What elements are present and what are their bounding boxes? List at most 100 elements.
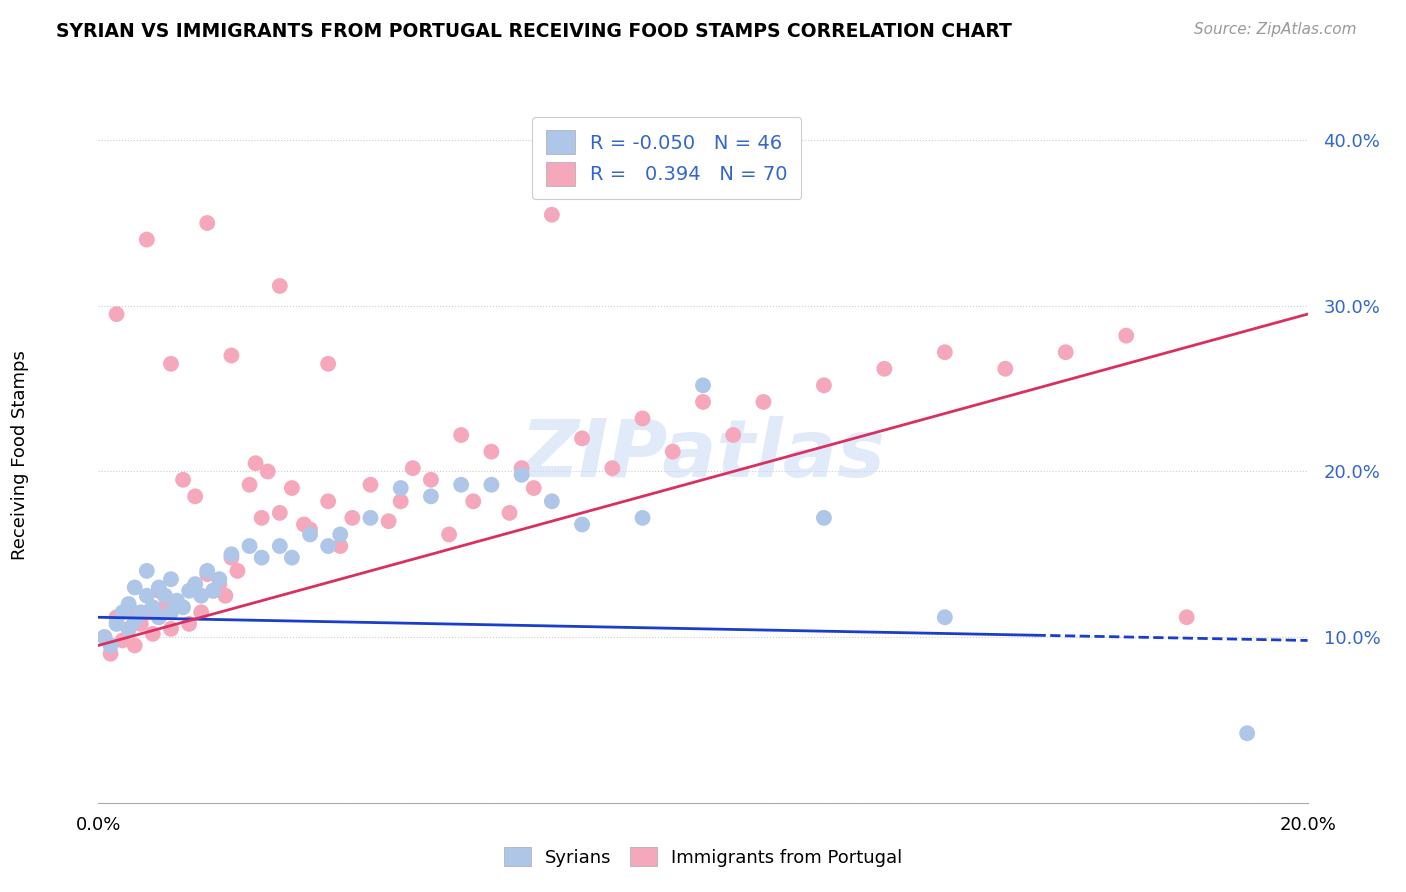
Point [184,489,207,503]
Point [281,481,304,495]
Text: SYRIAN VS IMMIGRANTS FROM PORTUGAL RECEIVING FOOD STAMPS CORRELATION CHART: SYRIAN VS IMMIGRANTS FROM PORTUGAL RECEI… [56,22,1012,41]
Point [142,627,165,641]
Point [299,523,322,537]
Point [111,605,134,619]
Point [129,605,152,619]
Point [135,564,157,578]
Point [1175,610,1198,624]
Point [692,378,714,392]
Point [105,616,128,631]
Point [190,605,212,619]
Point [135,233,157,247]
Point [934,610,956,624]
Point [184,577,207,591]
Point [124,639,146,653]
Point [124,614,146,628]
Point [510,461,533,475]
Point [342,511,364,525]
Point [571,431,593,445]
Point [256,465,278,479]
Point [813,378,835,392]
Point [153,600,176,615]
Point [160,572,183,586]
Point [160,605,183,619]
Point [360,477,382,491]
Point [221,349,243,363]
Point [329,527,352,541]
Point [721,428,744,442]
Point [148,583,170,598]
Point [389,481,412,495]
Point [481,444,503,458]
Y-axis label: Receiving Food Stamps: Receiving Food Stamps [11,350,30,560]
Point [195,564,218,578]
Point [316,494,339,508]
Point [389,494,412,508]
Point [316,357,339,371]
Point [142,600,165,615]
Point [250,511,273,525]
Point [360,511,382,525]
Legend: R = -0.050   N = 46, R =   0.394   N = 70: R = -0.050 N = 46, R = 0.394 N = 70 [531,117,801,199]
Point [692,395,714,409]
Point [160,357,183,371]
Point [195,567,218,582]
Point [105,307,128,321]
Point [153,589,176,603]
Point [402,461,425,475]
Point [93,630,115,644]
Point [93,630,115,644]
Point [377,514,399,528]
Point [100,639,122,653]
Point [934,345,956,359]
Point [166,593,188,607]
Point [135,589,157,603]
Point [269,539,291,553]
Point [177,583,201,598]
Point [202,583,225,598]
Point [118,622,141,636]
Point [813,511,835,525]
Point [1054,345,1077,359]
Point [481,477,503,491]
Point [172,600,194,615]
Point [118,622,141,636]
Point [100,647,122,661]
Point [166,597,188,611]
Point [752,395,775,409]
Point [148,581,170,595]
Point [419,489,441,503]
Point [281,550,304,565]
Point [221,550,243,565]
Point [419,473,441,487]
Point [540,208,562,222]
Point [190,589,212,603]
Text: Source: ZipAtlas.com: Source: ZipAtlas.com [1194,22,1357,37]
Point [208,572,231,586]
Point [873,361,896,376]
Point [148,610,170,624]
Point [463,494,485,508]
Point [269,506,291,520]
Point [195,216,218,230]
Point [437,527,460,541]
Point [245,456,267,470]
Point [124,581,146,595]
Point [450,428,472,442]
Point [994,361,1017,376]
Point [118,597,141,611]
Point [105,610,128,624]
Point [172,473,194,487]
Point [498,506,520,520]
Point [148,610,170,624]
Point [177,616,201,631]
Point [571,517,593,532]
Point [316,539,339,553]
Point [135,605,157,619]
Point [292,517,315,532]
Point [208,577,231,591]
Point [540,494,562,508]
Point [221,547,243,561]
Point [329,539,352,553]
Point [160,622,183,636]
